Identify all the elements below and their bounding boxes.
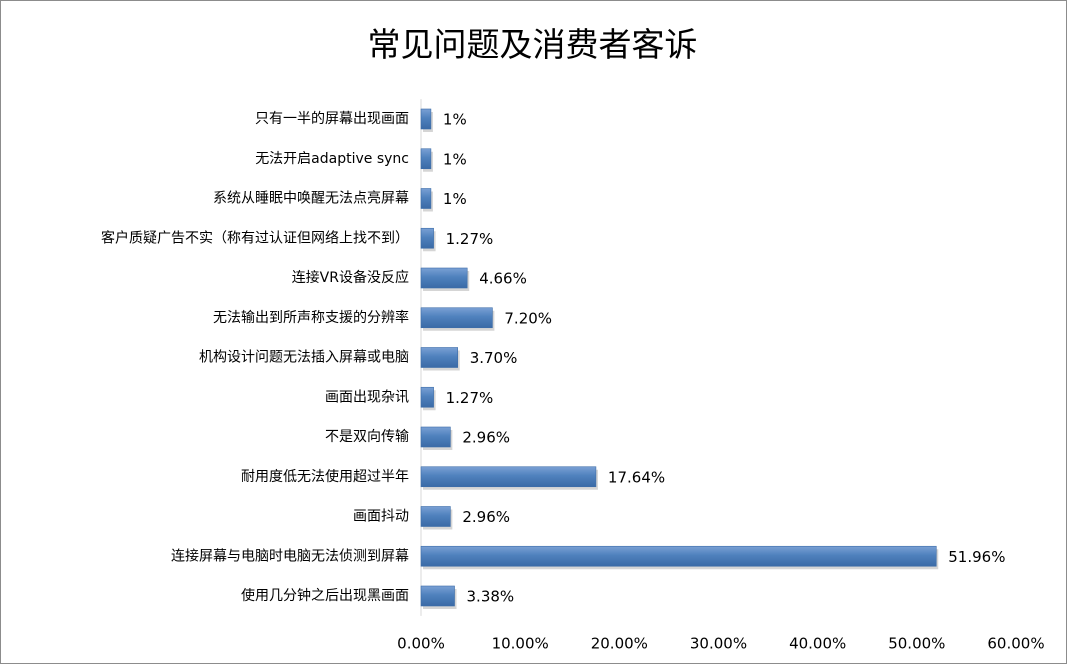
category-label: 无法输出到所声称支援的分辨率: [213, 309, 409, 326]
data-label: 17.64%: [608, 468, 665, 486]
category-label: 系统从睡眠中唤醒无法点亮屏幕: [213, 190, 409, 207]
bar: [420, 426, 451, 448]
bar: [420, 108, 432, 130]
data-label: 1.27%: [446, 389, 494, 407]
bar: [420, 307, 493, 329]
labels-layer: 只有一半的屏幕出现画面 1% 无法开启adaptive sync 1% 系统从睡眠中唤醒…: [101, 111, 1005, 606]
x-tick-label: 20.00%: [591, 635, 648, 653]
x-tick-label: 10.00%: [492, 635, 549, 653]
x-tick-label: 60.00%: [987, 635, 1044, 653]
data-label: 4.66%: [479, 270, 527, 288]
category-label: 耐用度低无法使用超过半年: [241, 468, 409, 485]
x-tick-label: 30.00%: [690, 635, 747, 653]
bar: [420, 267, 468, 289]
bar: [420, 545, 937, 567]
axis-layer: 0.00% 10.00% 20.00% 30.00% 40.00% 50.00% 60.00…: [397, 99, 1045, 653]
chart-title: 常见问题及消费者客诉: [367, 25, 698, 64]
category-label: 画面出现杂讯: [325, 389, 409, 405]
bar: [420, 585, 455, 607]
data-label: 1%: [443, 150, 467, 168]
category-label: 不是双向传输: [325, 429, 409, 445]
bar: [420, 148, 432, 170]
category-label: 无法开启adaptive sync: [255, 151, 409, 167]
category-label: 客户质疑广告不实（称有过认证但网络上找不到）: [101, 229, 409, 246]
x-tick-label: 0.00%: [397, 635, 445, 653]
bar: [420, 466, 597, 488]
data-label: 1%: [443, 190, 467, 208]
category-label: 连接VR设备没反应: [292, 269, 409, 286]
bars-layer: [420, 108, 939, 609]
bar: [420, 386, 434, 408]
data-label: 3.70%: [470, 349, 518, 367]
data-label: 1.27%: [446, 230, 494, 248]
category-label: 使用几分钟之后出现黑画面: [241, 587, 409, 604]
data-label: 2.96%: [462, 429, 510, 447]
data-label: 2.96%: [462, 508, 510, 526]
category-label: 只有一半的屏幕出现画面: [255, 111, 409, 127]
x-tick-label: 50.00%: [888, 635, 945, 653]
data-label: 51.96%: [948, 548, 1005, 566]
x-tick-label: 40.00%: [789, 635, 846, 653]
data-label: 3.38%: [467, 588, 515, 606]
bar: [420, 506, 451, 527]
data-label: 7.20%: [504, 309, 552, 327]
bar: [420, 227, 434, 249]
bar: [420, 347, 458, 368]
category-label: 连接屏幕与电脑时电脑无法侦测到屏幕: [171, 547, 409, 564]
data-label: 1%: [443, 111, 467, 129]
bar: [420, 188, 432, 209]
category-label: 画面抖动: [353, 509, 409, 525]
category-label: 机构设计问题无法插入屏幕或电脑: [199, 350, 409, 366]
